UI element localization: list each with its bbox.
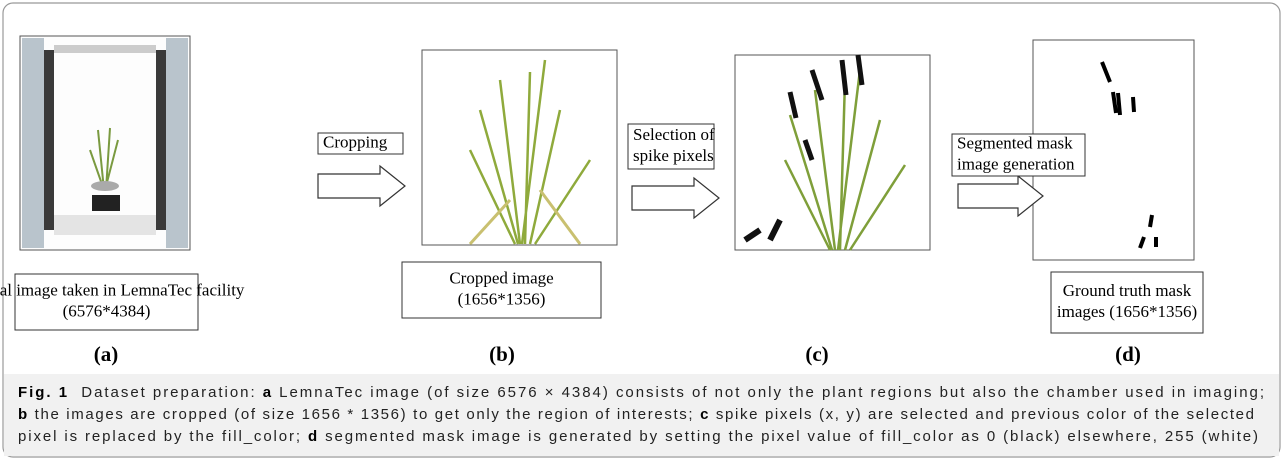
figure-frame bbox=[2, 2, 1281, 458]
text-box bbox=[951, 133, 1086, 177]
box-label: images (1656*1356) bbox=[1057, 302, 1197, 321]
box-label: spike pixels bbox=[633, 146, 714, 165]
chamber-image bbox=[19, 35, 191, 251]
box-label: image generation bbox=[957, 154, 1075, 173]
caption-segment: spike pixels (x, y) are selected and pre… bbox=[710, 406, 1254, 423]
panel-letter: (b) bbox=[489, 342, 515, 366]
arrow bbox=[957, 174, 1044, 218]
box-label: Selection of bbox=[633, 125, 715, 144]
selected-spikes-image bbox=[734, 54, 931, 251]
caption-segment: c bbox=[700, 406, 708, 423]
caption-segment: LemnaTec image (of size 6576 × 4384) con… bbox=[273, 384, 1264, 401]
caption-segment: a bbox=[263, 384, 272, 401]
text-box bbox=[1050, 271, 1204, 334]
caption-line: pixel is replaced by the fill_color; d s… bbox=[18, 428, 1258, 445]
text-box bbox=[627, 123, 715, 170]
text-box bbox=[317, 132, 404, 155]
caption-segment: segmented mask image is generated by set… bbox=[319, 428, 1258, 445]
box-label: (6576*4384) bbox=[63, 301, 151, 320]
caption-background bbox=[4, 374, 1279, 456]
panel-letter: (d) bbox=[1115, 342, 1141, 366]
box-label: (1656*1356) bbox=[458, 289, 546, 308]
box-label: Ground truth mask bbox=[1063, 281, 1192, 300]
box-label: Segmented mask bbox=[957, 133, 1073, 152]
cropped-image bbox=[421, 49, 618, 246]
caption-segment: Dataset preparation: bbox=[69, 384, 261, 401]
caption-segment: b bbox=[18, 406, 27, 423]
box-label: Cropped image bbox=[449, 268, 553, 287]
panel-letter: (a) bbox=[94, 342, 119, 366]
caption-segment: Fig. 1 bbox=[18, 384, 67, 401]
box-label: Cropping bbox=[323, 132, 388, 151]
text-box bbox=[401, 261, 602, 319]
box-label: Visual image taken in LemnaTec facility bbox=[0, 280, 245, 299]
caption-line: b the images are cropped (of size 1656 *… bbox=[18, 406, 1254, 423]
panel-letter: (c) bbox=[805, 342, 828, 366]
caption-line: Fig. 1 Dataset preparation: a LemnaTec i… bbox=[18, 384, 1264, 401]
arrow bbox=[631, 176, 720, 220]
text-box bbox=[14, 273, 199, 331]
caption-segment: d bbox=[308, 428, 317, 445]
arrow bbox=[317, 164, 406, 208]
